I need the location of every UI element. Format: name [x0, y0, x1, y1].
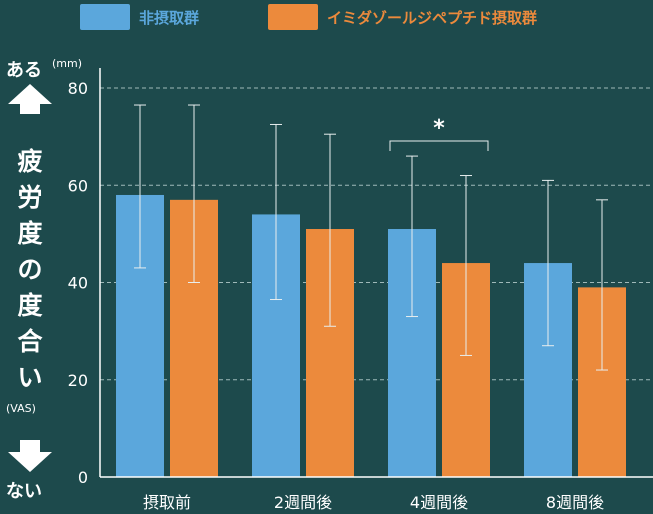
- y-axis-label-char: の: [17, 255, 42, 284]
- category-label: 摂取前: [143, 493, 191, 512]
- bars: [116, 194, 626, 478]
- y-tick-labels: 0 20 40 60 80: [68, 79, 88, 487]
- unit-label: (mm): [52, 57, 82, 70]
- y-tick-label: 80: [68, 79, 88, 98]
- top-label: ある: [6, 60, 42, 81]
- y-axis-label-char: い: [17, 363, 42, 392]
- legend-swatch-series-0: [80, 4, 130, 30]
- arrow-down-icon: [8, 440, 52, 472]
- y-tick-label: 60: [68, 176, 88, 195]
- category-labels: 摂取前 2週間後 4週間後 8週間後: [143, 493, 604, 512]
- axes: [99, 68, 653, 478]
- y-axis-label-char: 労: [17, 183, 42, 212]
- y-axis-label-char: 合: [17, 327, 43, 356]
- y-axis-label-char: 度: [17, 219, 42, 248]
- legend-label-series-1: イミダゾールジペプチド摂取群: [327, 9, 537, 27]
- arrow-up-icon: [8, 84, 52, 114]
- legend-swatch-series-1: [268, 4, 318, 30]
- y-axis-label-sub: (VAS): [6, 402, 36, 415]
- category-label: 2週間後: [274, 493, 332, 512]
- annotations: *: [389, 116, 489, 151]
- bottom-label: ない: [6, 481, 42, 502]
- legend-label-series-0: 非摂取群: [139, 9, 199, 27]
- error-bars: [134, 104, 608, 371]
- significance-mark: *: [433, 116, 445, 141]
- legend: 非摂取群 イミダゾールジペプチド摂取群: [80, 4, 537, 30]
- category-label: 8週間後: [546, 493, 604, 512]
- y-axis-label-char: 疲: [17, 147, 42, 176]
- significance-bracket: [389, 140, 489, 151]
- y-tick-label: 40: [68, 274, 88, 293]
- y-axis-label-char: 度: [17, 291, 42, 320]
- y-tick-label: 20: [68, 371, 88, 390]
- y-tick-label: 0: [78, 468, 88, 487]
- category-label: 4週間後: [410, 493, 468, 512]
